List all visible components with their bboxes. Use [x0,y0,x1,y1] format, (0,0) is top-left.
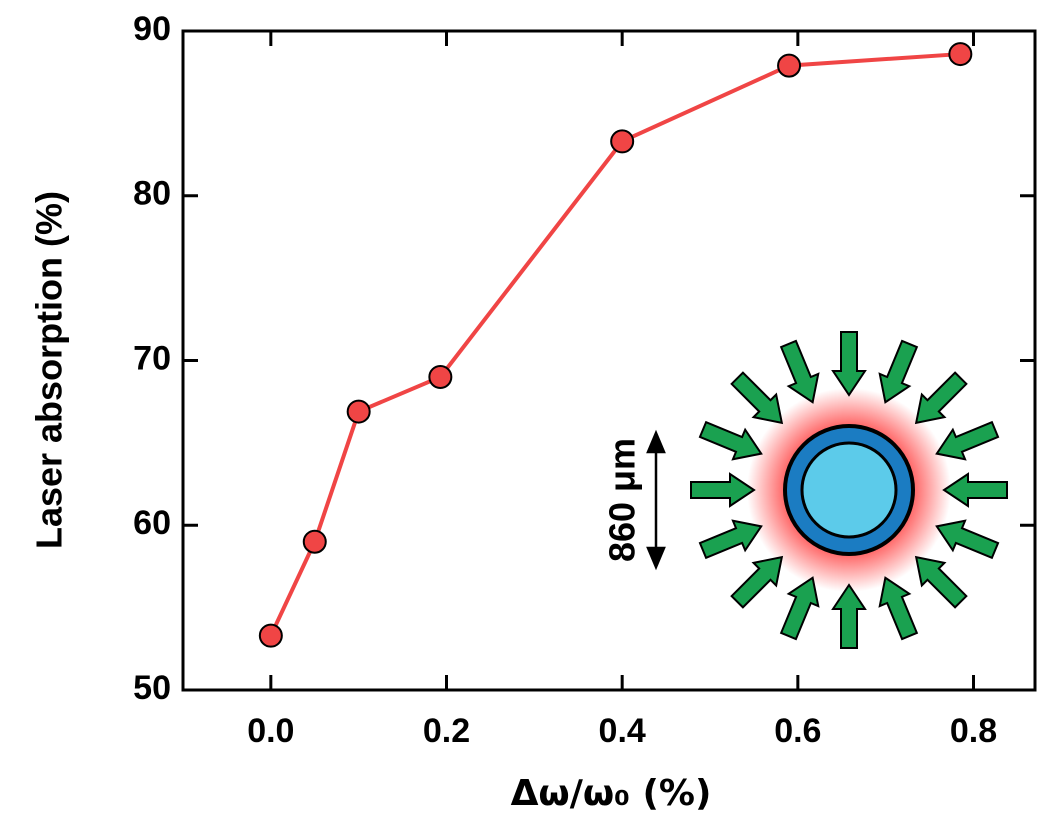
compression-arrow [779,576,820,641]
compression-arrow [831,583,867,649]
compression-arrow [914,555,968,609]
data-point [428,364,453,389]
y-axis-label: Laser absorption (%) [29,191,70,549]
size-annotation: 860 μm [602,438,643,562]
x-tick-label: 0.0 [247,712,294,750]
y-tick-label: 50 [133,669,171,707]
compression-arrow [914,371,968,425]
inset-illustration: 860 μm [602,331,1008,649]
data-point [948,42,973,67]
compression-arrow [698,519,763,560]
compression-arrow [730,555,784,609]
compression-arrow [698,420,763,461]
compression-arrow [935,420,1000,461]
y-tick-label: 90 [133,10,171,48]
data-point [258,623,283,648]
y-tick-label: 80 [133,175,171,213]
x-tick-label: 0.2 [423,712,470,750]
compression-arrow [730,371,784,425]
x-tick-label: 0.6 [774,712,821,750]
capsule-core [800,441,898,539]
compression-arrow [935,519,1000,560]
compression-arrow [878,339,919,404]
compression-arrow [779,339,820,404]
x-tick-label: 0.8 [950,712,997,750]
compression-arrow [690,472,756,508]
data-point [346,399,371,424]
data-point [610,129,635,154]
y-tick-label: 60 [133,504,171,542]
compression-arrow [942,472,1008,508]
compression-arrow [831,331,867,397]
data-point [302,529,327,554]
x-tick-label: 0.4 [599,712,646,750]
data-point [777,53,802,78]
x-axis-label: Δω/ω₀ (%) [511,773,712,814]
y-tick-label: 70 [133,339,171,377]
size-arrow [646,429,666,571]
compression-arrow [878,576,919,641]
